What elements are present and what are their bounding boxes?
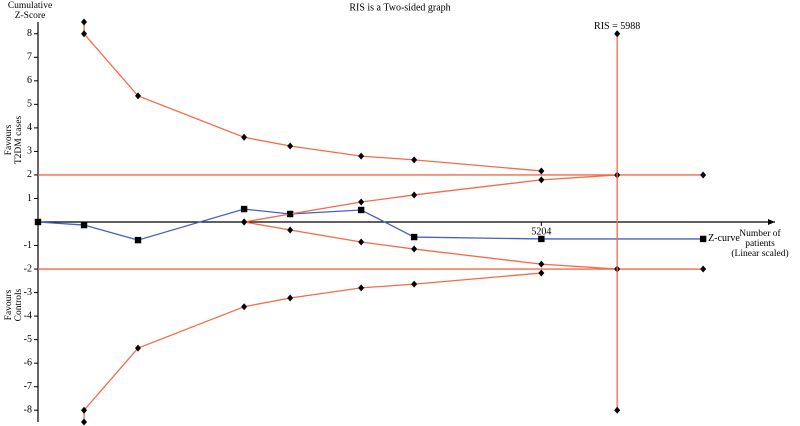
favour-upper: Favours T2DM cases — [4, 116, 24, 165]
z-point — [410, 233, 418, 241]
y-axis-label: Cumulative — [8, 1, 52, 11]
y-tick-label: -4 — [24, 310, 32, 321]
boundary-line — [243, 221, 618, 270]
x-axis-label: patients — [745, 239, 775, 249]
boundary-point — [411, 280, 418, 288]
boundary-point — [241, 133, 248, 141]
z-point — [134, 236, 142, 244]
boundary-line — [243, 174, 618, 223]
boundary-point — [411, 245, 418, 253]
z-point — [357, 206, 365, 214]
y-tick-label: 1 — [27, 193, 32, 204]
y-tick-label: 8 — [27, 28, 32, 39]
y-tick-label: -8 — [24, 405, 32, 416]
boundary-point — [287, 210, 294, 218]
boundary-point — [538, 269, 545, 277]
y-tick-label: -7 — [24, 381, 32, 392]
z-point — [538, 235, 545, 243]
boundary-point — [614, 30, 621, 38]
boundary-point — [81, 30, 88, 38]
favour-text: Controls — [14, 288, 24, 321]
y-tick-label: 2 — [27, 169, 32, 180]
boundary-point — [81, 418, 88, 426]
y-tick-label: -1 — [24, 240, 32, 251]
boundary-point — [135, 92, 142, 100]
boundary-point — [411, 191, 418, 199]
boundary-point — [538, 176, 545, 184]
y-tick-label: 4 — [27, 122, 32, 133]
boundary-point — [287, 294, 294, 302]
z-curve — [37, 208, 704, 241]
x-axis-label: (Linear scaled) — [731, 248, 788, 259]
boundary-point — [358, 238, 365, 246]
x-tick-label: 5204 — [531, 226, 551, 237]
boundary-point — [287, 226, 294, 234]
boundary-point — [358, 284, 365, 292]
boundary-point — [135, 344, 142, 352]
z-point — [699, 235, 707, 243]
z-point — [80, 221, 88, 229]
z-point — [34, 218, 42, 226]
favour-text: T2DM cases — [14, 116, 24, 165]
y-tick-label: -5 — [24, 334, 32, 345]
favour-text: Favours — [4, 124, 14, 155]
chart-title: RIS is a Two-sided graph — [349, 2, 450, 13]
favour-text: Favours — [4, 289, 14, 320]
series-label: Z-curve — [708, 233, 740, 244]
y-tick-label: 7 — [27, 52, 32, 63]
boundary-point — [614, 406, 621, 414]
boundary-point — [287, 142, 294, 150]
boundary-point — [411, 156, 418, 164]
y-tick-label: 6 — [27, 75, 32, 86]
boundary-line — [83, 22, 542, 172]
boundary-point — [241, 218, 248, 226]
boundary-point — [241, 303, 248, 311]
y-tick-label: -2 — [24, 263, 32, 274]
boundary-point — [81, 406, 88, 414]
y-tick-label: -3 — [24, 287, 32, 298]
y-tick-label: 5 — [27, 99, 32, 110]
y-axis-label: Z-Score — [15, 11, 46, 21]
y-tick-label: -6 — [24, 357, 32, 368]
boundary-line — [83, 272, 542, 422]
boundary-point — [538, 167, 545, 175]
x-axis-label: Number of — [739, 228, 781, 239]
boundary-point — [538, 260, 545, 268]
favour-lower: Favours Controls — [4, 288, 24, 321]
boundary-point — [358, 152, 365, 160]
boundary-point — [700, 265, 707, 273]
y-tick-label: 3 — [27, 146, 32, 157]
boundary-point — [358, 198, 365, 206]
x-axis-arrow — [768, 219, 775, 225]
boundary-point — [81, 18, 88, 26]
ris-label: RIS = 5988 — [594, 21, 640, 32]
z-point — [240, 205, 248, 213]
boundary-point — [700, 171, 707, 179]
